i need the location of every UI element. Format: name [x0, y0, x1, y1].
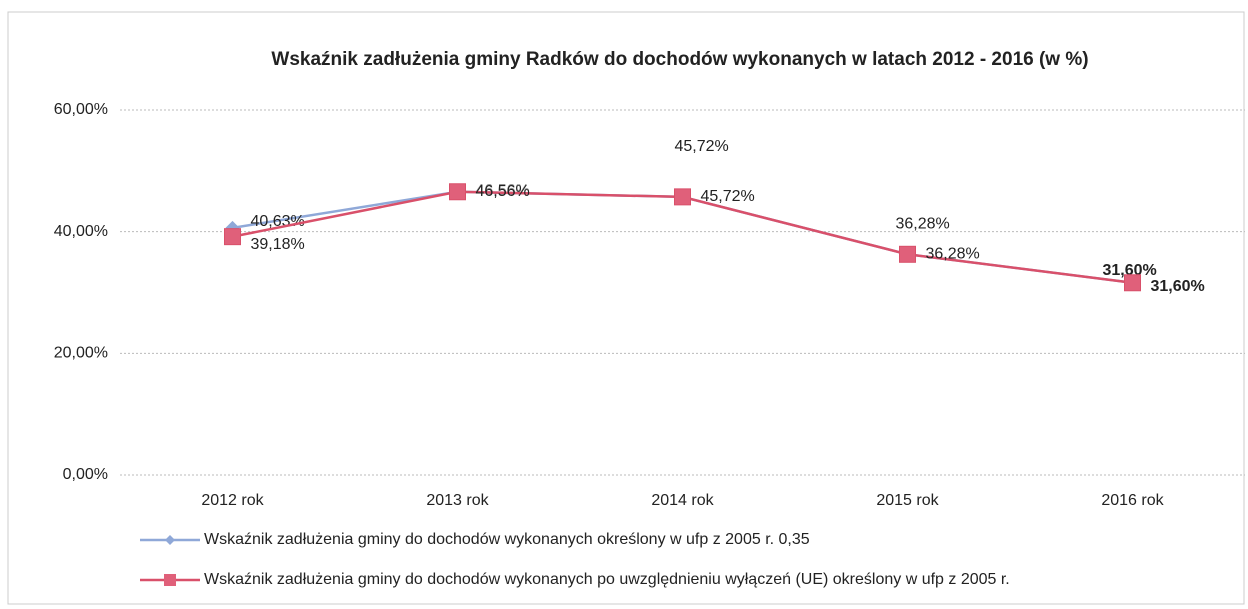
marker — [224, 228, 241, 246]
y-tick-label: 40,00% — [54, 223, 108, 240]
y-tick-label: 0,00% — [63, 466, 108, 483]
y-tick-label: 60,00% — [54, 101, 108, 118]
legend-marker — [164, 574, 176, 586]
marker — [449, 183, 466, 201]
legend-marker — [165, 535, 175, 545]
marker — [674, 188, 691, 206]
legend-label: Wskaźnik zadłużenia gminy do dochodów wy… — [204, 531, 810, 548]
chart-frame — [7, 11, 1245, 605]
data-label: 46,56% — [476, 183, 530, 200]
x-tick-label: 2013 rok — [426, 492, 489, 509]
marker — [899, 245, 916, 263]
x-tick-label: 2016 rok — [1101, 492, 1164, 509]
x-tick-label: 2012 rok — [201, 492, 264, 509]
data-label: 39,18% — [251, 236, 305, 253]
y-tick-label: 20,00% — [54, 345, 108, 362]
x-tick-label: 2014 rok — [651, 492, 714, 509]
data-label: 46,56% — [476, 182, 530, 199]
data-label: 36,28% — [896, 216, 950, 233]
marker — [1124, 274, 1141, 292]
legend-label: Wskaźnik zadłużenia gminy do dochodów wy… — [204, 571, 1010, 588]
data-label: 31,60% — [1103, 262, 1157, 279]
data-label: 31,60% — [1151, 278, 1205, 295]
data-label: 45,72% — [701, 188, 755, 205]
data-label: 45,72% — [675, 138, 729, 155]
chart-title: Wskaźnik zadłużenia gminy Radków do doch… — [271, 49, 1088, 70]
x-tick-label: 2015 rok — [876, 492, 939, 509]
data-label: 36,28% — [926, 246, 980, 263]
